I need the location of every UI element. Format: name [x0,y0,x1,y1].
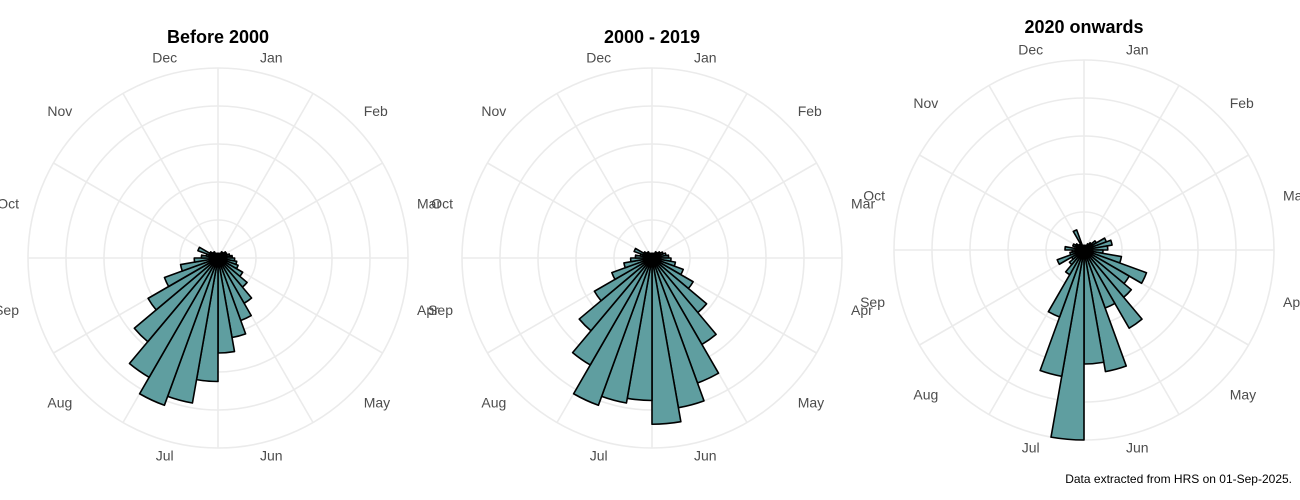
grid-spoke [53,162,219,259]
chart-title: 2000 - 2019 [604,27,700,47]
grid-spoke [651,162,817,259]
grid-spoke [988,85,1085,251]
chart-title: Before 2000 [167,27,269,47]
month-label-aug: Aug [481,394,506,410]
chart-title: 2020 onwards [1024,17,1143,37]
month-label-mar: Mar [1283,187,1300,203]
month-label-nov: Nov [481,103,506,119]
bars [128,246,253,407]
polar-bar [572,257,653,407]
grid-spoke [217,257,383,354]
month-label-sep: Sep [428,302,453,318]
polar-chart-1: Before 2000 Jan Feb Mar Apr May Jun Jul Aug Sep Oc… [0,27,441,464]
month-label-may: May [1230,386,1256,402]
month-label-may: May [798,394,824,410]
month-label-apr: Apr [417,302,439,318]
month-label-jul: Jul [156,448,174,464]
month-label-jun: Jun [694,448,717,464]
month-label-dec: Dec [152,50,177,66]
polar-bar [147,257,219,311]
month-label-sep: Sep [0,302,19,318]
polar-bar [623,257,653,269]
month-label-dec: Dec [1018,42,1043,58]
polar-bar [193,257,219,263]
grid-spoke [556,93,653,259]
month-label-feb: Feb [364,103,388,119]
polar-chart-3: 2020 onwards Jan Feb Mar Apr May Jun Jul Aug Sep O… [860,17,1300,456]
month-label-dec: Dec [586,50,611,66]
polar-bar [578,257,653,332]
polar-bar [571,257,653,366]
month-label-jan: Jan [694,50,717,66]
month-label-oct: Oct [431,195,453,211]
month-label-aug: Aug [47,394,72,410]
month-labels: Jan Feb Mar Apr May Jun Jul Aug Sep Oct Nov Dec [428,50,875,464]
polar-bar [179,257,219,272]
month-label-jun: Jun [260,448,283,464]
month-label-sep: Sep [860,294,885,310]
month-label-jan: Jan [260,50,283,66]
month-label-aug: Aug [913,386,938,402]
polar-bar [216,252,219,259]
polar-bar [651,257,682,426]
polar-bar [1083,245,1109,251]
grid-spoke [487,162,653,259]
polar-bar [1056,249,1085,266]
polar-bar [1072,229,1085,251]
grid-spoke [217,162,383,259]
polar-bar [138,257,219,407]
month-label-feb: Feb [798,103,822,119]
polar-bar [611,257,653,281]
bars [571,247,720,426]
month-label-apr: Apr [1283,294,1300,310]
polar-bar [133,257,219,343]
month-label-apr: Apr [851,302,873,318]
polar-bar [1083,239,1113,251]
polar-bar [650,252,653,259]
grid-spoke [919,154,1085,251]
grid-spoke [919,249,1085,346]
data-source-caption: Data extracted from HRS on 01-Sep-2025. [1065,472,1292,486]
month-label-jun: Jun [1126,440,1149,456]
polar-bar [1083,249,1143,329]
grid-spoke [1083,154,1249,251]
month-label-oct: Oct [863,187,885,203]
month-labels: Jan Feb Mar Apr May Jun Jul Aug Sep Oct Nov Dec [860,42,1300,456]
grid-spoke [651,93,748,259]
grid-spoke [217,93,314,259]
month-label-feb: Feb [1230,95,1254,111]
polar-bar [128,257,219,379]
month-label-jan: Jan [1126,42,1149,58]
month-label-oct: Oct [0,195,19,211]
grid-spoke [122,93,219,259]
month-label-mar: Mar [851,195,875,211]
month-label-mar: Mar [417,195,441,211]
month-labels: Jan Feb Mar Apr May Jun Jul Aug Sep Oct Nov Dec [0,50,441,464]
month-label-jul: Jul [590,448,608,464]
month-label-nov: Nov [47,103,72,119]
polar-chart-2: 2000 - 2019 Jan Feb Mar Apr May Jun Jul Aug Sep Oc… [428,27,875,464]
polar-bar [163,257,219,288]
polar-bar [1083,249,1128,373]
month-label-may: May [364,394,390,410]
bars [1039,229,1148,441]
polar-bar [629,257,653,263]
polar-bar [1082,244,1085,251]
month-label-nov: Nov [913,95,938,111]
grid-spoke [1083,85,1180,251]
month-label-jul: Jul [1022,440,1040,456]
polar-bar [593,257,653,302]
